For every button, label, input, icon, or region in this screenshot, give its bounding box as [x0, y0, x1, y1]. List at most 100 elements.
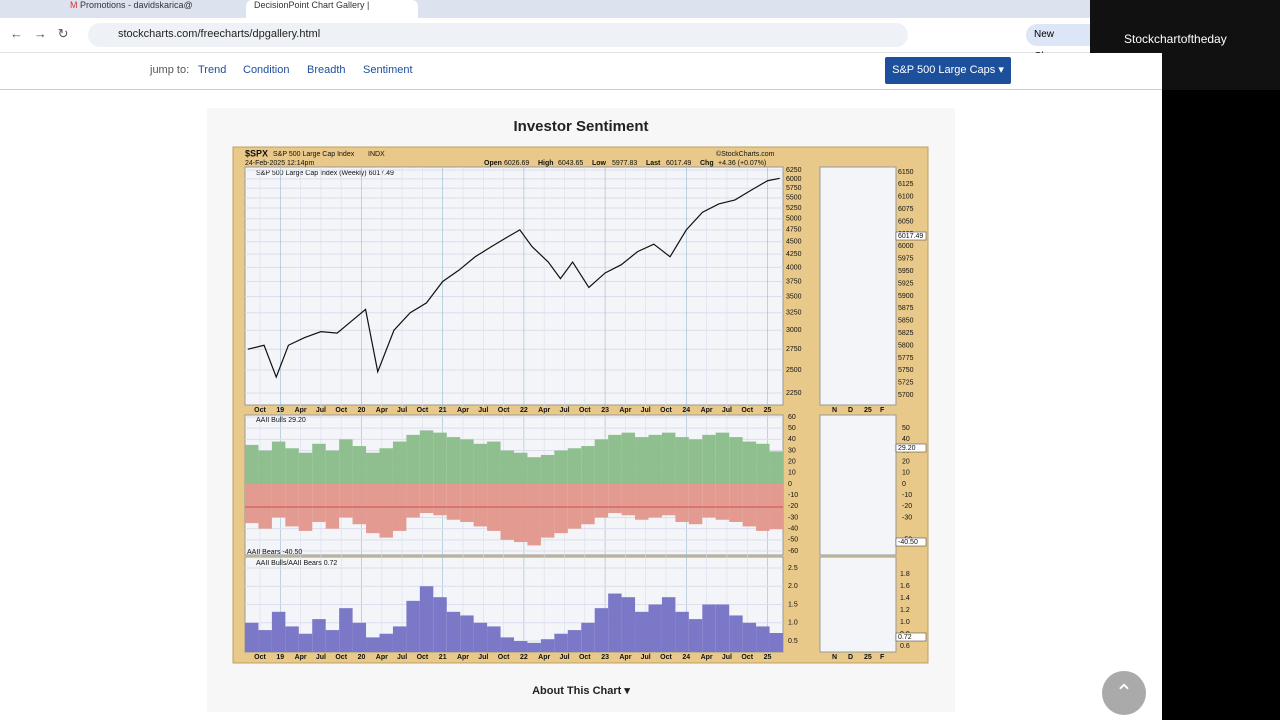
ratio-bar	[527, 642, 541, 652]
ratio-bar	[487, 626, 501, 652]
label: +4.36 (+0.07%)	[718, 160, 766, 167]
x-tick-label: 21	[439, 654, 447, 661]
about-toggle[interactable]: About This Chart ▾	[532, 685, 630, 697]
bull-bar	[688, 439, 703, 484]
x-tick-label: Apr	[295, 654, 307, 661]
label: AAII Bulls/AAII Bears 0.72	[256, 560, 337, 567]
x-tick-label: Oct	[254, 654, 266, 661]
bear-bar	[581, 484, 595, 525]
y-tick-label: 6250	[786, 167, 802, 174]
ratio-bar	[621, 597, 636, 652]
scroll-top[interactable]: ⌃	[1102, 671, 1146, 715]
label: 6043.65	[558, 160, 583, 167]
side-tick-label: 0	[902, 481, 906, 488]
x-tick-label: Jul	[722, 654, 732, 661]
tab[interactable]: M Promotions - davidskarica@	[70, 0, 193, 10]
side-tick-label: 1.6	[900, 583, 910, 590]
bull-bar	[352, 446, 367, 484]
jump-label: jump to:	[150, 64, 190, 76]
side-tick-label: 20	[902, 459, 910, 466]
y-tick-label: -20	[788, 503, 798, 510]
side-x-label: D	[848, 407, 853, 414]
side-tick-label: 40	[902, 436, 910, 443]
y-tick-label: -10	[788, 492, 798, 499]
bull-bar	[567, 448, 582, 484]
bull-bar	[245, 444, 259, 484]
bull-bar	[675, 437, 689, 484]
side-x-label: 25	[864, 407, 872, 414]
side-tick-label: 5850	[898, 318, 914, 325]
side-tick-label: 6125	[898, 181, 914, 188]
x-tick-label: Oct	[417, 407, 429, 414]
dropdown[interactable]: S&P 500 Large Caps ▾	[885, 57, 1011, 84]
y-tick-label: -30	[788, 514, 798, 521]
bear-bar	[312, 484, 326, 522]
side-tick-label: 6150	[898, 169, 914, 176]
section-title: Investor Sentiment	[513, 118, 649, 135]
bull-bar	[406, 434, 420, 484]
label: 6026.69	[504, 160, 529, 167]
x-tick-label: 20	[358, 654, 366, 661]
x-tick-label: Apr	[701, 407, 713, 414]
y-tick-label: 3250	[786, 310, 802, 317]
bull-bar	[379, 448, 393, 484]
x-tick-label: Oct	[741, 407, 753, 414]
y-tick-label: 3500	[786, 293, 802, 300]
x-tick-label: 25	[764, 407, 772, 414]
bear-bar	[406, 484, 420, 518]
bull-bar	[487, 441, 501, 484]
x-tick-label: Oct	[417, 654, 429, 661]
bull-bar	[514, 452, 528, 484]
tab-active[interactable]: DecisionPoint Chart Gallery |	[246, 0, 418, 18]
nav-link[interactable]: Trend	[198, 64, 227, 76]
side-tick-label: -10	[902, 492, 912, 499]
overlay: Stockchartoftheday	[1090, 0, 1280, 90]
ratio-bar	[245, 622, 259, 652]
y-tick-label: 4000	[786, 264, 802, 271]
label: INDX	[368, 151, 385, 158]
bull-bar	[285, 448, 299, 484]
x-tick-label: Apr	[538, 407, 550, 414]
nav-buttons[interactable]: ← → ↻	[10, 26, 69, 41]
omnibox[interactable]: stockcharts.com/freecharts/dpgallery.htm…	[88, 23, 908, 47]
bull-bar	[312, 443, 326, 484]
label: Low	[592, 160, 607, 167]
side-tick-label: 1.8	[900, 571, 910, 578]
bear-bar	[742, 484, 757, 527]
side-tick-label: 5925	[898, 280, 914, 287]
bear-bar	[661, 484, 676, 516]
bear-bar	[594, 484, 609, 518]
ratio-bar	[702, 604, 716, 652]
bull-bar	[594, 439, 609, 484]
y-tick-label: 2.5	[788, 565, 798, 572]
ratio-bar	[312, 619, 326, 652]
bear-bar	[271, 484, 286, 518]
x-tick-label: 24	[682, 654, 690, 661]
bear-bar	[729, 484, 743, 522]
side-tick-label: 5950	[898, 268, 914, 275]
nav-link[interactable]: Sentiment	[363, 64, 413, 76]
bear-bar	[245, 484, 259, 524]
side-ratio	[819, 556, 897, 653]
ratio-bar	[325, 630, 340, 652]
bear-bar	[688, 484, 703, 525]
y-tick-label: 20	[788, 459, 796, 466]
ratio-bar	[769, 633, 783, 652]
y-tick-label: 5250	[786, 205, 802, 212]
side-tick-label: 0.6	[900, 643, 910, 650]
x-tick-label: Apr	[376, 654, 388, 661]
ratio-bar	[406, 600, 420, 652]
nav-bar: jump to: Trend Condition Breadth Sentime…	[0, 53, 1162, 90]
bear-bar	[621, 484, 636, 516]
x-tick-label: Oct	[579, 407, 591, 414]
side-tick-label: 5700	[898, 392, 914, 399]
nav-link[interactable]: Breadth	[307, 64, 346, 76]
bull-bar	[460, 439, 474, 484]
value-tag	[895, 537, 927, 547]
bear-bar	[379, 484, 393, 538]
y-tick-label: 4250	[786, 251, 802, 258]
nav-link[interactable]: Condition	[243, 64, 290, 76]
y-tick-label: 0.5	[788, 638, 798, 645]
address-bar: ← → ↻ stockcharts.com/freecharts/dpgalle…	[0, 18, 1090, 62]
